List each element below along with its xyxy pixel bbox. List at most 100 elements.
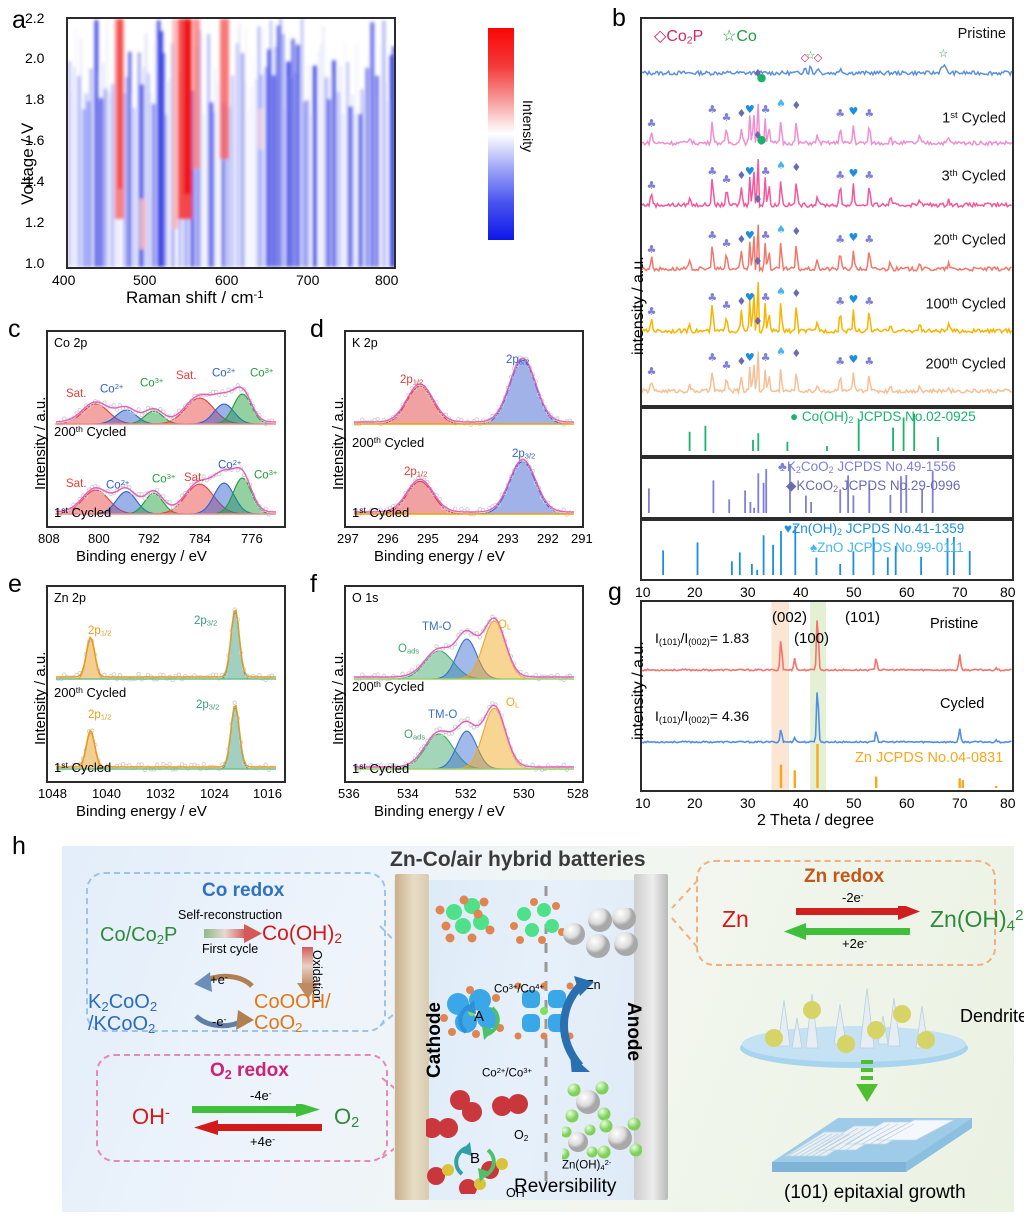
panel-b-trace-label-20th: 20th Cycled — [934, 232, 1006, 248]
zn-redox-backward-label: +2e- — [842, 936, 867, 951]
svg-text:☆: ☆ — [938, 47, 948, 60]
svg-text:♣: ♣ — [864, 295, 874, 308]
svg-text:♣: ♣ — [722, 359, 732, 372]
cycle-b-label: B — [470, 1150, 481, 1167]
panel-b-ref-zno-label: ♠ZnO JCPDS No.99-0111 — [810, 540, 964, 555]
svg-text:♣: ♣ — [835, 295, 845, 308]
o2-title-subscript: 2 — [224, 1067, 232, 1082]
panel-h-letter: h — [12, 832, 26, 860]
panel-c-top-cycle-suffix: Cycled — [82, 424, 127, 439]
svg-text:♣: ♣ — [722, 173, 732, 186]
panel-c-xtick: 792 — [138, 531, 160, 546]
panel-b-legend-co2p-sub: 2 — [686, 34, 693, 47]
panel-e-bot-cycle-sup: st — [61, 760, 68, 771]
svg-text:♣: ♣ — [707, 103, 717, 116]
diamond-icon: ◇ — [654, 28, 667, 45]
svg-text:♣: ♣ — [707, 165, 717, 178]
zn-redox-forward-label: -2e- — [842, 890, 864, 905]
panel-a-xaxis-text: Raman shift / cm — [126, 288, 254, 307]
panel-c-xtick: 776 — [241, 531, 263, 546]
panel-b-trace-label-200th: 200th Cycled — [925, 356, 1006, 372]
svg-text:♦: ♦ — [753, 67, 763, 80]
panel-g-yaxis-title: intensity / a.u. — [630, 641, 647, 740]
panel-b-trace-1-suffix: Cycled — [957, 110, 1006, 127]
e-minus-sup-2: - — [223, 1014, 227, 1025]
panel-c-species-label: Co 2p — [54, 336, 88, 350]
panel-e-bottom-cycle-label: 1st Cycled — [54, 760, 111, 775]
panel-b-ref-kcoo-lines — [648, 464, 934, 513]
svg-text:♥: ♥ — [848, 231, 858, 244]
panel-b-ref2-sub: 2 — [833, 483, 839, 494]
panel-g-ratio-den1: (101) — [658, 637, 681, 648]
panel-a-ytick: 1.4 — [25, 173, 45, 189]
o2-redox-arrows — [192, 1104, 322, 1135]
panel-b-yaxis-title: intensity / a.u. — [630, 256, 647, 355]
panel-d-bot-cycle-sup: st — [359, 505, 366, 516]
o2-redox-box — [96, 1054, 388, 1162]
panel-c-bot-cycle-num: 1 — [54, 505, 62, 520]
co3plus-sup-b: 3+ — [523, 1066, 532, 1075]
panel-g-trace-label-cycled: Cycled — [940, 696, 985, 712]
panel-d-xtick: 295 — [417, 531, 439, 546]
panel-d-label-2p32-top: 2p3/2 — [506, 354, 530, 367]
svg-text:♥: ♥ — [848, 293, 858, 306]
dendrite-label: Dendrite — [960, 1006, 1024, 1026]
panel-g-xtick: 20 — [687, 795, 703, 811]
panel-c-bottom-cycle-label: 1st Cycled — [54, 505, 111, 520]
panel-f-xtick: 528 — [567, 786, 589, 801]
svg-text:♣: ♣ — [722, 111, 732, 124]
svg-text:◇: ◇ — [801, 51, 810, 64]
oh-minus-sup: - — [165, 1105, 170, 1122]
panel-f-xaxis-title: Binding energy / eV — [374, 803, 505, 820]
panel-c-top-cycle-sup: th — [75, 424, 83, 435]
panel-c-top-cycle-num: 200 — [54, 424, 76, 439]
panel-c-frame: Sat. Co2+ Co3+ Sat. Co2+ Co3+ Sat. Co2+ Co3+ Sat.… — [46, 330, 286, 528]
co-redox-start-species: Co/Co2P — [100, 924, 178, 947]
panel-b-xtick: 30 — [740, 584, 756, 600]
coo2-subscript: 2 — [149, 998, 158, 1014]
panel-g-xtick: 10 — [635, 795, 651, 811]
panel-f-xtick: 530 — [513, 786, 535, 801]
panel-f-label-oads-top: Oads — [398, 643, 420, 656]
panel-c-label-co3-3: Co3+ — [152, 472, 176, 486]
o2-redox-right-species: O2 — [334, 1104, 360, 1132]
panel-g-reference-label: Zn JCPDS No.04-0831 — [855, 750, 1004, 766]
e2-plus-sup: - — [864, 936, 867, 947]
znoh4-complexes — [562, 1081, 642, 1160]
e-minus-sup-1: - — [224, 972, 228, 983]
panel-d-label-2p32-bot: 2p3/2 — [512, 448, 536, 461]
panel-e-top-cycle-sup: th — [75, 685, 83, 696]
panel-a-xtick: 700 — [296, 272, 320, 288]
panel-b-ref1-text: K — [786, 459, 796, 474]
e2-minus-sup: - — [860, 890, 864, 901]
panel-b-ref1-text2: CoO — [800, 459, 829, 474]
znoh4-sup: 2- — [604, 1158, 612, 1167]
panel-f-label-ol-top: OL — [498, 619, 512, 632]
zn-box-connector — [671, 879, 699, 949]
panel-c-label-sat-1: Sat. — [66, 388, 87, 400]
co-redox-title: Co redox — [202, 880, 285, 901]
panel-b-trace-label-3th: 3th Cycled — [942, 168, 1006, 184]
panel-f-top-cycle-num: 200 — [352, 679, 374, 694]
club-icon: ♣ — [778, 459, 787, 474]
panel-b-xtick: 20 — [687, 584, 703, 600]
panel-d-letter: d — [310, 315, 324, 343]
panel-a-xaxis-exponent: -1 — [253, 288, 264, 301]
svg-text:♠: ♠ — [776, 159, 786, 172]
panel-g-ratio-den2: (002) — [688, 637, 710, 648]
panel-b-legend-co2p: ◇Co2P — [654, 26, 703, 46]
panel-b-ref4-text: ZnO JCPDS No.99-0111 — [817, 540, 964, 555]
panel-g-miller-100: (100) — [794, 630, 830, 647]
panel-b-trace-label-100th: 100th Cycled — [925, 296, 1006, 312]
svg-text:♠: ♠ — [776, 345, 786, 358]
panel-d-top-cycle-sup: th — [373, 435, 381, 446]
panel-b-ref3-sub: 2 — [837, 526, 842, 537]
panel-a-ytick: 1.0 — [25, 255, 45, 271]
panel-g-frame — [640, 600, 1014, 792]
o2-redox-title: O2 redox — [210, 1060, 289, 1082]
panel-b-ref-cooh2-frame — [640, 407, 1014, 457]
panel-e-letter: e — [8, 570, 22, 598]
couple-high-label: Co3+/Co4+ — [494, 982, 544, 996]
zn-redox-title: Zn redox — [804, 866, 885, 887]
coo2-line: CoO2 — [254, 1012, 303, 1035]
